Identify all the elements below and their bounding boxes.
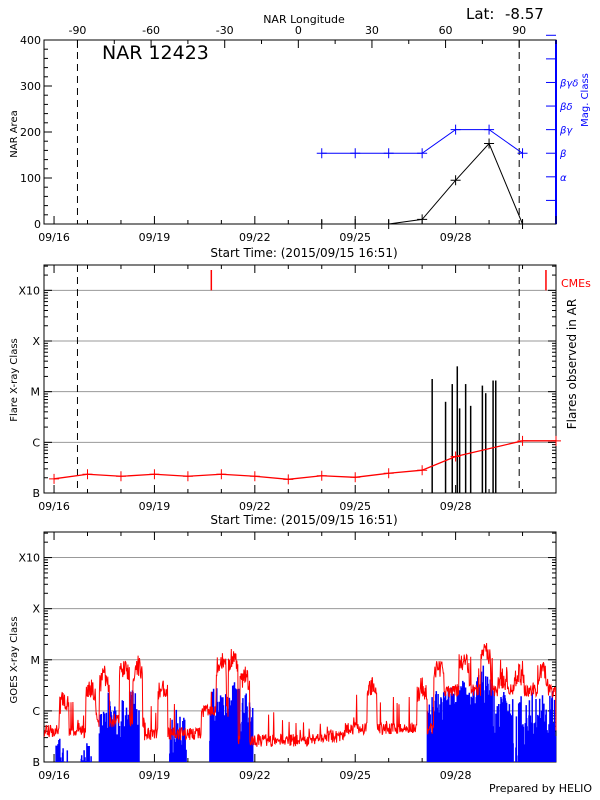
- top-tick-label: -90: [68, 24, 86, 37]
- y2-tick-label: βγ: [559, 126, 573, 137]
- x-tick-label: 09/22: [239, 769, 271, 782]
- mag-class-point: [484, 124, 495, 135]
- background-point: [417, 465, 428, 476]
- top-tick-label: -60: [142, 24, 160, 37]
- y-tick-label: 0: [34, 218, 41, 231]
- x-tick-label: 09/19: [139, 231, 171, 244]
- nar-area-point: [383, 219, 394, 229]
- top-axis-label: NAR Longitude: [263, 13, 345, 26]
- plot-frame: [43, 39, 557, 225]
- goes-short-channel-trace: [55, 665, 557, 762]
- background-point: [82, 469, 93, 480]
- x-tick-label: 09/16: [38, 769, 70, 782]
- y2-axis-label: Flares observed in AR: [565, 299, 579, 429]
- background-point: [115, 471, 126, 482]
- goes-xray-panel: GOES X-ray Class Prepared by HELIO B C M X X…: [9, 531, 592, 795]
- y-tick-label: M: [31, 386, 41, 399]
- x-tick-label: 09/28: [440, 500, 472, 513]
- top-tick-label: -30: [216, 24, 234, 37]
- nar-area-point: [316, 219, 327, 229]
- background-point: [350, 472, 361, 483]
- background-point: [216, 469, 227, 480]
- mag-class-point: [517, 148, 528, 159]
- y-tick-label: X: [32, 335, 40, 348]
- mag-class-point: [316, 148, 327, 159]
- y-axis-label: GOES X-ray Class: [9, 616, 20, 703]
- y-tick-label: B: [32, 756, 40, 769]
- top-tick-label: 60: [439, 24, 453, 37]
- cme-label: CMEs: [561, 277, 591, 290]
- x-tick-label: 09/22: [239, 500, 271, 513]
- nar-area-point: [484, 138, 495, 149]
- credit-text: Prepared by HELIO: [489, 782, 592, 795]
- x-tick-label: 09/28: [440, 769, 472, 782]
- background-point: [316, 470, 327, 481]
- background-point: [182, 471, 193, 482]
- panel-title: NAR 12423: [102, 42, 209, 64]
- y-tick-label: 200: [20, 126, 41, 139]
- x-tick-label: 09/22: [239, 231, 271, 244]
- y-tick-label: X: [32, 603, 40, 616]
- x-tick-label: 09/19: [139, 769, 171, 782]
- x-tick-label: 09/25: [339, 231, 371, 244]
- background-point: [551, 435, 561, 446]
- background-point: [383, 468, 394, 479]
- y-tick-label: 100: [20, 172, 41, 185]
- y-tick-label: 400: [20, 34, 41, 47]
- nar-area-point: [350, 219, 361, 229]
- x-axis-label: Start Time: (2015/09/15 16:51): [210, 246, 397, 260]
- lat-value: -8.57: [505, 5, 544, 23]
- y-tick-label: M: [31, 654, 41, 667]
- lat-label: Lat:: [466, 5, 494, 23]
- background-point: [49, 473, 60, 484]
- y-tick-label: C: [32, 436, 40, 449]
- mag-class-point: [417, 148, 428, 159]
- x-tick-label: 09/28: [440, 231, 472, 244]
- flare-class-panel: Flare X-ray Class Flares observed in AR …: [9, 264, 591, 527]
- nar-area-point: [517, 219, 528, 229]
- y2-tick-label: βγδ: [559, 78, 578, 89]
- background-point: [249, 471, 260, 482]
- x-tick-label: 09/19: [139, 500, 171, 513]
- background-line: [53, 440, 556, 480]
- x-tick-label: 09/25: [339, 500, 371, 513]
- background-point: [450, 451, 461, 462]
- mag-class-point: [350, 148, 361, 159]
- y2-tick-label: β: [559, 149, 567, 160]
- y-tick-label: C: [32, 705, 40, 718]
- x-tick-label: 09/16: [38, 231, 70, 244]
- y-tick-label: 300: [20, 80, 41, 93]
- y-tick-label: X10: [18, 552, 40, 565]
- top-tick-label: 0: [295, 24, 302, 37]
- nar-area-point: [417, 214, 428, 225]
- y-tick-label: B: [32, 487, 40, 500]
- y-axis-label: Flare X-ray Class: [9, 338, 20, 422]
- top-tick-label: 90: [512, 24, 526, 37]
- y-tick-label: X10: [18, 284, 40, 297]
- nar-area-point: [450, 175, 461, 186]
- x-tick-label: 09/25: [339, 769, 371, 782]
- x-axis-label: Start Time: (2015/09/15 16:51): [210, 513, 397, 527]
- plot-frame: [43, 264, 557, 494]
- background-point: [149, 469, 160, 480]
- y-axis-label: NAR Area: [9, 110, 20, 157]
- y2-tick-label: α: [560, 173, 567, 184]
- y2-tick-label: βδ: [559, 102, 573, 113]
- goes-long-channel-trace: [43, 642, 557, 747]
- nar-area-panel: NAR Longitude Lat: -8.57 NAR 12423 NAR A…: [9, 5, 591, 260]
- plot-frame: [43, 531, 557, 763]
- mag-class-point: [383, 148, 394, 159]
- background-point: [283, 474, 294, 485]
- top-tick-label: 30: [365, 24, 379, 37]
- mag-class-point: [450, 124, 461, 135]
- background-point: [517, 435, 528, 446]
- x-tick-label: 09/16: [38, 500, 70, 513]
- y2-axis-label: Mag. Class: [580, 73, 591, 127]
